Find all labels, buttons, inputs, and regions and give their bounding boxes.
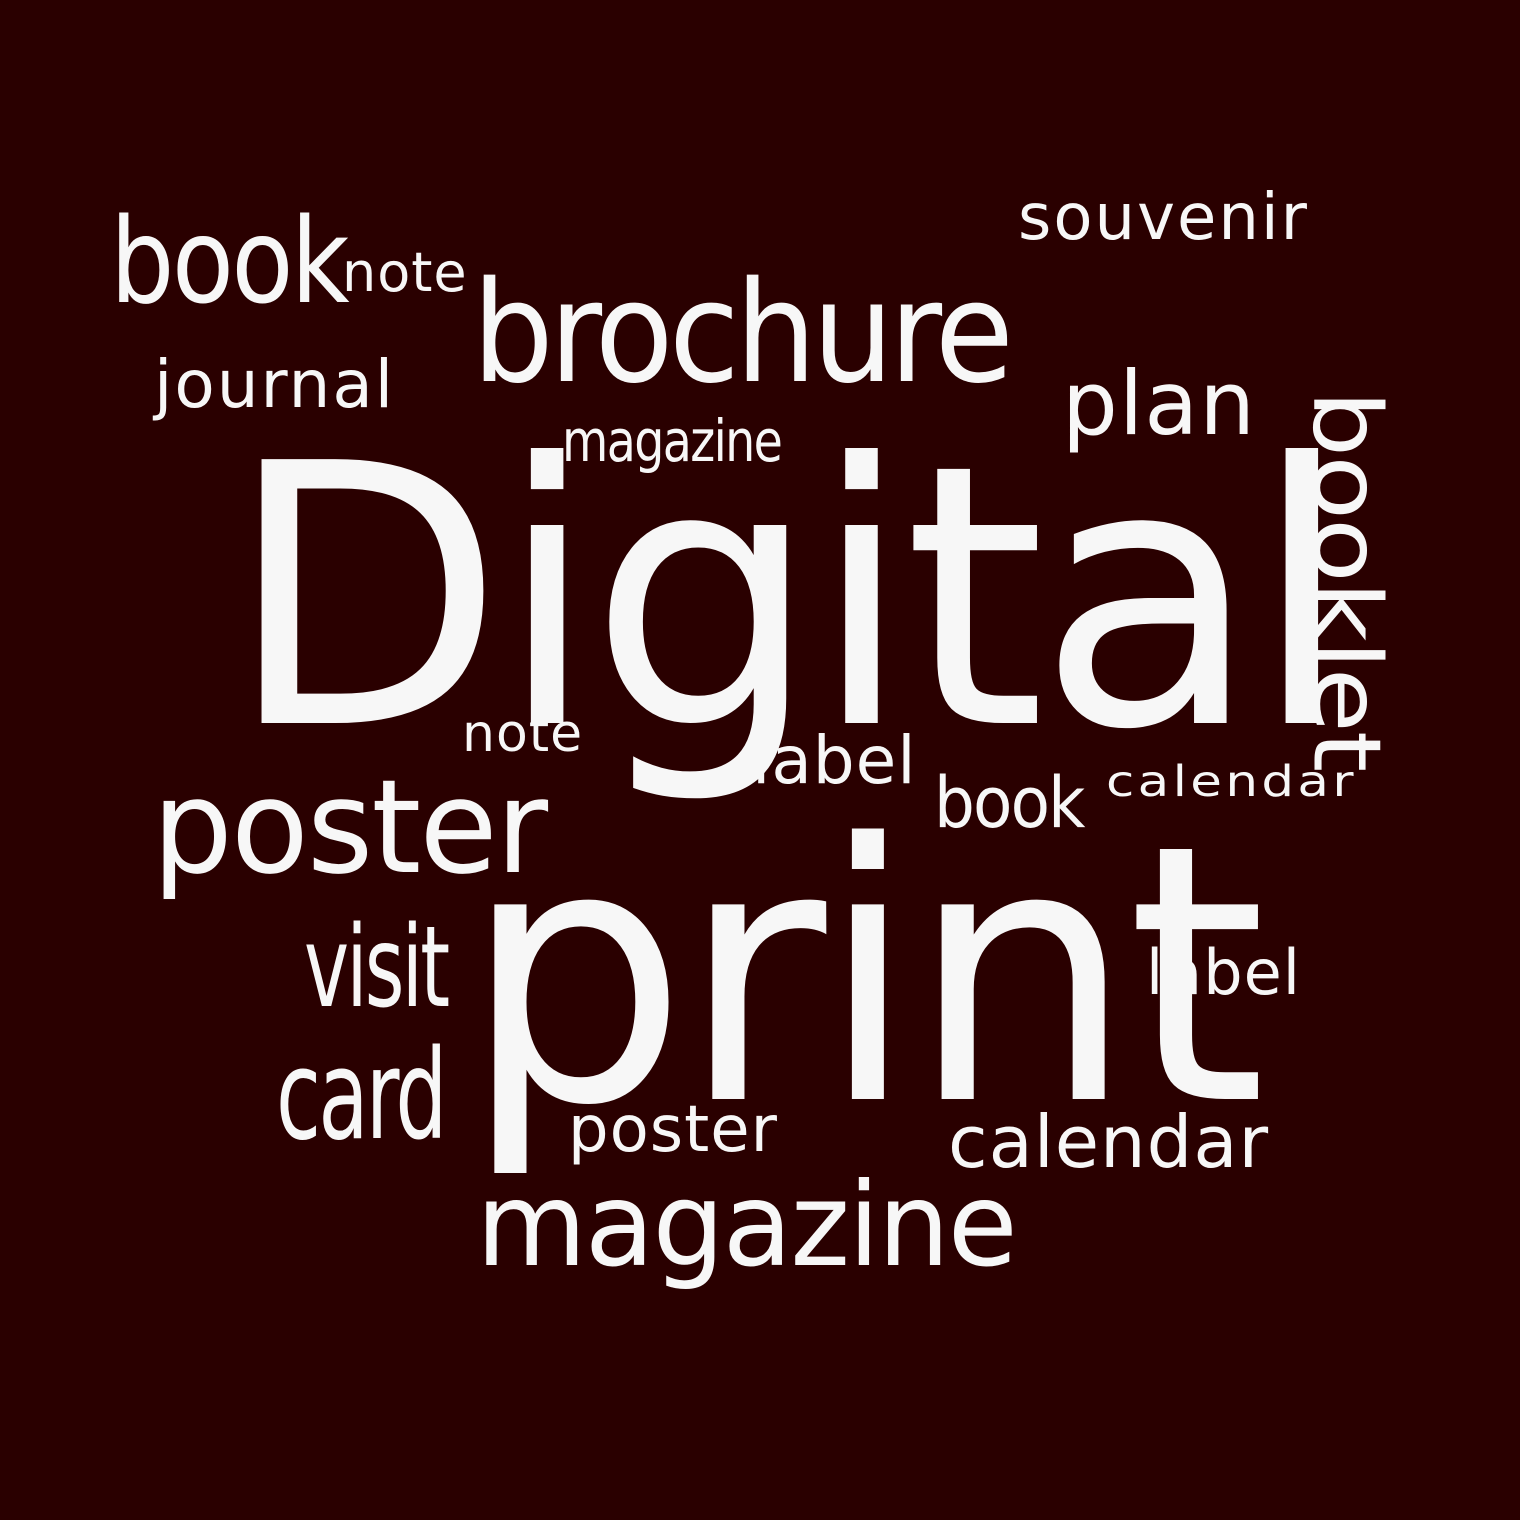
word-book-top: book	[110, 192, 350, 330]
word-souvenir: souvenir	[1018, 181, 1309, 255]
word-magazine-small: magazine	[562, 407, 783, 475]
word-magazine-large: magazine	[476, 1158, 1018, 1293]
word-visit: visit	[304, 903, 450, 1033]
word-label-right: label	[1146, 936, 1301, 1009]
word-note-top: note	[342, 241, 468, 304]
word-print: print	[462, 769, 1266, 1183]
word-note-mid: note	[462, 704, 584, 764]
word-label-mid: label	[752, 722, 917, 799]
word-calendar-mid: calendar	[1106, 756, 1357, 806]
word-plan: plan	[1062, 352, 1257, 455]
word-poster-small: poster	[568, 1093, 778, 1167]
word-card: card	[276, 1024, 447, 1168]
word-booklet: booklet	[1292, 390, 1401, 771]
word-brochure: brochure	[472, 252, 1014, 415]
word-calendar-bottom: calendar	[948, 1100, 1270, 1184]
word-digital: Digital	[226, 388, 1352, 809]
word-poster-large: poster	[152, 751, 548, 903]
word-book-mid: book	[934, 762, 1085, 844]
word-journal: journal	[154, 346, 396, 423]
